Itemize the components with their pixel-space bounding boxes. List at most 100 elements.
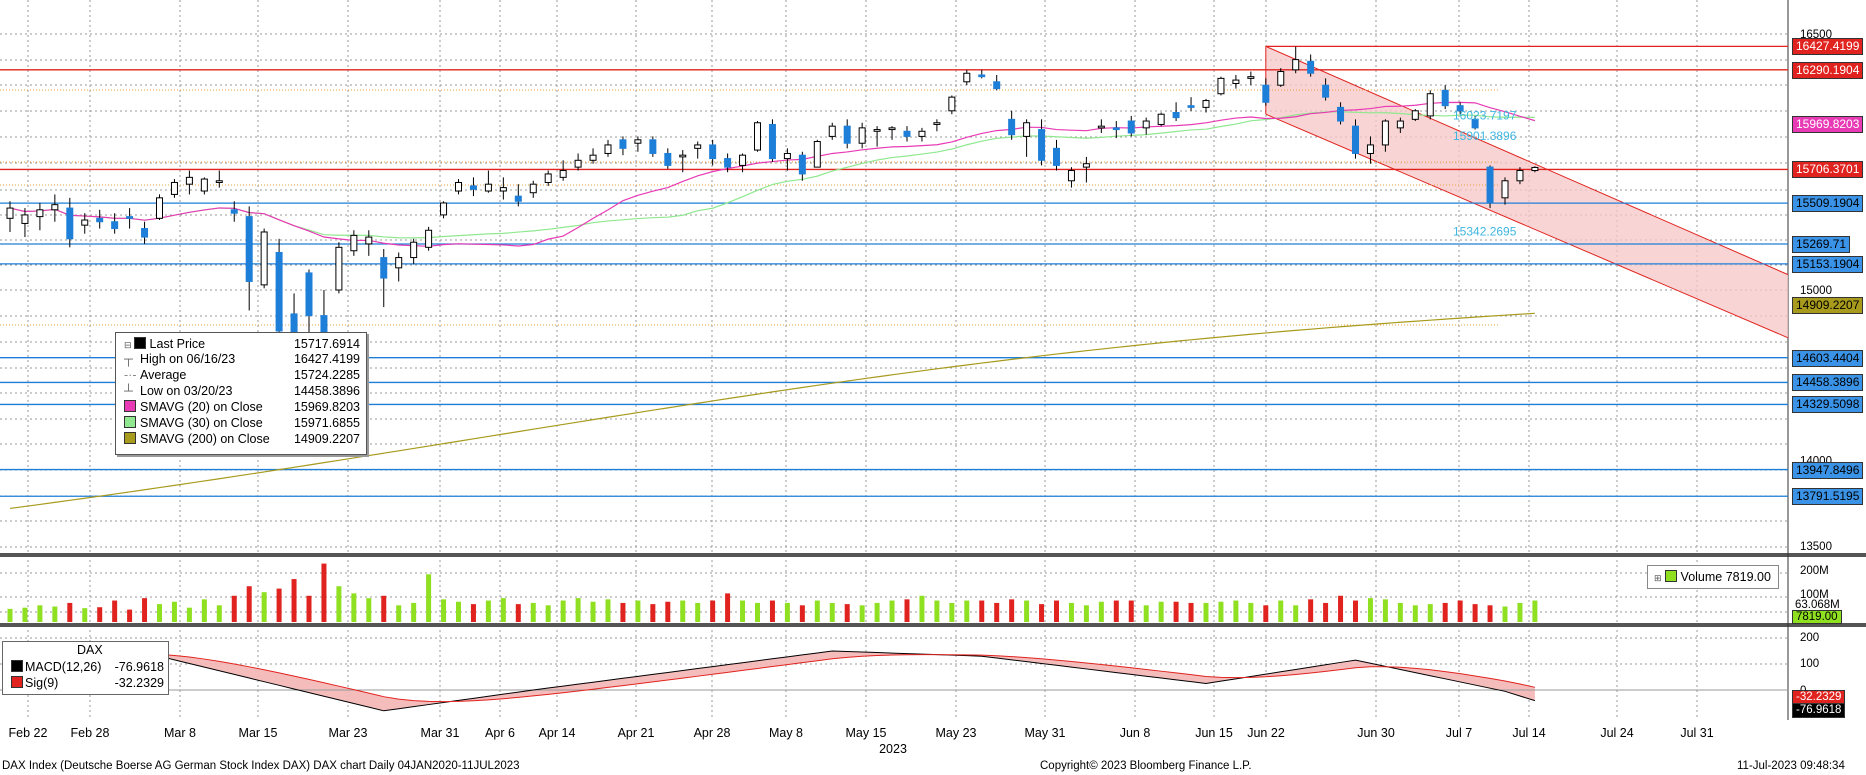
volume-bar	[784, 602, 790, 622]
level-price-tag: 15509.1904	[1792, 195, 1864, 213]
channel-value-label: 15901.3896	[1453, 129, 1517, 143]
legend-row-high: ┬ High on 06/16/23	[124, 352, 236, 366]
sma-price-tag: 14909.2207	[1792, 297, 1864, 315]
candle	[1247, 76, 1255, 79]
volume-bar	[1323, 602, 1329, 622]
sma20-swatch	[124, 400, 136, 412]
level-price-tag: 14603.4404	[1792, 349, 1864, 367]
volume-bar	[1502, 606, 1508, 622]
volume-bar	[560, 600, 566, 622]
candle	[1187, 105, 1195, 108]
level-price-tag: 13947.8496	[1792, 461, 1864, 479]
candle	[395, 257, 403, 269]
volume-bar	[515, 604, 521, 622]
candle	[1008, 118, 1016, 136]
volume-bar	[351, 593, 357, 622]
volume-bar	[1517, 602, 1523, 622]
volume-bar	[7, 608, 13, 622]
legend-value-last-price: 15717.6914	[293, 337, 360, 351]
volume-bar	[1039, 604, 1045, 622]
x-axis-tick-label: Feb 22	[9, 726, 48, 740]
price-legend: ⊟ Last Price 15717.6914 ┬ High on 06/16/23…	[115, 332, 367, 455]
candle	[1217, 77, 1225, 95]
candle	[1531, 166, 1539, 172]
x-axis-tick-label: Feb 28	[71, 726, 110, 740]
candle	[275, 251, 283, 332]
volume-bar	[1442, 602, 1448, 622]
x-axis-tick-label: May 15	[846, 726, 887, 740]
volume-bar	[919, 595, 925, 622]
candle	[156, 197, 163, 219]
x-axis-tick-label: Mar 8	[164, 726, 196, 740]
macd-axis-tick: 200	[1800, 632, 1819, 644]
volume-axis-tick: 100M	[1800, 589, 1829, 601]
candle	[948, 96, 956, 112]
volume-bar	[171, 601, 177, 622]
volume-bar	[814, 600, 820, 622]
volume-bar	[336, 586, 342, 622]
volume-bar	[755, 602, 760, 622]
last-price-swatch	[133, 337, 146, 349]
volume-bar	[441, 599, 447, 622]
candle	[96, 217, 104, 223]
volume-bar	[740, 600, 746, 622]
candle	[260, 231, 268, 286]
price-axis-tick: 15000	[1800, 285, 1832, 297]
channel-value-label: 15342.2695	[1453, 225, 1517, 239]
sig-value-tag: -32.2329	[1792, 690, 1846, 705]
collapse-icon[interactable]: ⊞	[1654, 573, 1662, 583]
volume-bar	[276, 588, 282, 622]
candle	[604, 144, 612, 154]
volume-bar	[590, 601, 596, 622]
candle	[1366, 144, 1374, 154]
volume-mid-tag: 63.068M	[1792, 599, 1843, 611]
volume-bar	[1024, 600, 1030, 622]
candle	[499, 187, 507, 192]
volume-bar	[1068, 602, 1074, 622]
candle	[679, 154, 687, 158]
volume-bar	[874, 602, 880, 622]
candle	[1426, 93, 1434, 117]
candle	[36, 209, 44, 218]
candle	[993, 81, 1001, 90]
volume-bar	[142, 598, 148, 622]
candle	[21, 214, 29, 224]
volume-bar	[1532, 600, 1538, 622]
candle	[918, 130, 926, 137]
level-price-tag: 15269.71	[1792, 235, 1851, 253]
volume-bar	[306, 595, 312, 622]
candle	[245, 216, 253, 282]
x-axis-tick-label: Mar 31	[421, 726, 460, 740]
candle	[843, 125, 851, 144]
candle	[664, 152, 672, 166]
candle	[754, 122, 761, 151]
pane-separator	[0, 623, 1866, 627]
candle	[126, 216, 134, 219]
candle	[1082, 163, 1090, 168]
candle	[813, 141, 821, 168]
candle	[1112, 127, 1120, 131]
legend-row-last-price: ⊟ Last Price	[124, 337, 206, 351]
sig-swatch	[11, 676, 23, 688]
pane-separator	[0, 553, 1866, 557]
x-axis-tick-label: Jun 8	[1120, 726, 1151, 740]
volume-bar	[710, 600, 716, 622]
volume-bar	[799, 605, 805, 622]
candle	[783, 152, 791, 160]
candle	[1516, 170, 1524, 182]
macd-row: MACD(12,26)	[11, 660, 101, 674]
candle	[6, 207, 14, 219]
level-price-tag: 13791.5195	[1792, 488, 1864, 506]
sig-row: Sig(9)	[11, 676, 58, 690]
candle	[215, 180, 223, 183]
candle	[440, 202, 448, 216]
candle	[1038, 129, 1046, 161]
volume-bar	[1233, 600, 1239, 622]
volume-bar	[889, 600, 895, 622]
candle	[888, 127, 896, 131]
candle	[1381, 120, 1389, 146]
volume-bar	[426, 574, 432, 622]
volume-bar	[665, 601, 671, 622]
candle	[828, 125, 836, 137]
volume-bar	[1427, 604, 1433, 622]
